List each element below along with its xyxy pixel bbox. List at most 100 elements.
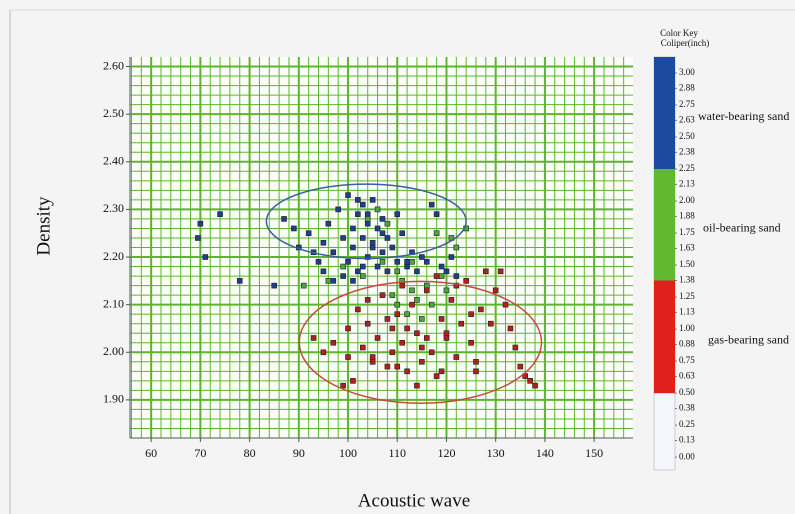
scatter-point: [384, 316, 391, 322]
y-tick-label: 2.60: [103, 58, 124, 72]
scatter-point: [409, 301, 415, 308]
scatter-point: [414, 382, 420, 389]
scatter-point: [448, 254, 455, 260]
scatter-point: [443, 268, 450, 275]
scatter-point: [433, 373, 440, 379]
color-key-tick-label: 2.63: [679, 114, 695, 124]
scatter-point: [330, 339, 337, 346]
color-key-tick-label: 2.13: [679, 178, 695, 188]
scatter-point: [399, 230, 405, 237]
scatter-point: [389, 244, 396, 251]
y-tick-label: 2.30: [103, 201, 124, 215]
scatter-point: [428, 201, 435, 208]
scatter-point: [364, 211, 371, 217]
scatter-point: [359, 263, 366, 270]
scatter-point: [315, 258, 322, 265]
color-key-tick-label: 0.63: [679, 371, 695, 381]
scatter-point: [374, 263, 381, 270]
scatter-point: [419, 344, 425, 351]
scatter-point: [443, 287, 450, 294]
color-key-tick-label: 1.50: [679, 259, 695, 269]
scatter-point: [517, 363, 524, 370]
x-tick-label: 60: [145, 446, 157, 460]
scatter-point: [399, 282, 405, 289]
color-key-tick-label: 3.00: [679, 67, 695, 77]
scatter-point: [291, 225, 297, 232]
scatter-point: [404, 263, 410, 270]
scatter-point: [355, 211, 361, 217]
x-tick-label: 150: [585, 446, 603, 460]
scatter-point: [345, 258, 351, 265]
color-key-tick-label: 1.63: [679, 243, 695, 253]
scatter-point: [345, 354, 351, 360]
color-key-tick-label: 0.13: [679, 435, 695, 445]
x-tick-label: 140: [536, 446, 554, 460]
scatter-point: [384, 235, 391, 241]
color-key-subtitle: Coliper(inch): [661, 38, 710, 48]
scatter-point: [195, 235, 201, 241]
legend-label: gas-bearing sand: [708, 333, 789, 347]
y-tick-label: 2.10: [103, 296, 124, 310]
scatter-point: [423, 258, 430, 265]
scatter-point: [443, 330, 450, 337]
scatter-point: [414, 268, 420, 275]
scatter-point: [350, 225, 356, 232]
scatter-point: [202, 254, 209, 260]
scatter-point: [433, 211, 440, 217]
scatter-point: [369, 239, 376, 246]
scatter-point: [428, 301, 435, 308]
scatter-point: [340, 382, 346, 389]
scatter-point: [438, 273, 445, 279]
y-axis-title: Density: [33, 196, 54, 256]
color-key-tick-label: 2.50: [679, 131, 695, 141]
scatter-point: [355, 306, 361, 313]
color-key-tick-label: 1.88: [679, 210, 695, 220]
scatter-point: [404, 311, 410, 317]
color-key-tick-label: 1.38: [679, 275, 695, 285]
scatter-point: [364, 320, 371, 327]
scatter-point: [335, 206, 341, 213]
scatter-point: [468, 311, 474, 317]
scatter-point: [325, 278, 332, 284]
scatter-point: [325, 220, 332, 227]
scatter-point: [355, 268, 361, 275]
scatter-point: [423, 282, 430, 289]
scatter-point: [271, 282, 278, 289]
scatter-point: [478, 306, 484, 313]
scatter-point: [369, 197, 376, 203]
scatter-point: [320, 268, 327, 275]
color-key-tick-label: 1.75: [679, 227, 695, 237]
scatter-point: [369, 354, 376, 360]
y-tick-label: 1.90: [103, 392, 124, 406]
scatter-point: [359, 344, 366, 351]
y-tick-label: 2.20: [103, 249, 124, 263]
x-tick-label: 130: [487, 446, 505, 460]
color-key-tick-label: 2.25: [679, 163, 695, 173]
color-key-tick-label: 0.38: [679, 403, 695, 413]
scatter-point: [473, 368, 479, 375]
scatter-point: [483, 268, 489, 275]
x-tick-label: 110: [388, 446, 406, 460]
scatter-point: [379, 258, 386, 265]
annotation-ellipse: [265, 183, 467, 260]
scatter-point: [340, 235, 346, 241]
scatter-point: [502, 301, 509, 308]
color-key-title: Color Key: [660, 28, 698, 38]
scatter-point: [320, 349, 327, 356]
scatter-point: [364, 220, 371, 227]
scatter-point: [305, 230, 312, 237]
legend-label: water-bearing sand: [698, 109, 789, 123]
scatter-point: [507, 325, 514, 332]
scatter-point: [364, 216, 371, 222]
scatter-point: [345, 325, 351, 332]
scatter-point: [394, 311, 401, 317]
x-axis-title: Acoustic wave: [358, 490, 470, 511]
scatter-point: [320, 239, 327, 246]
y-tick-label: 2.40: [103, 154, 124, 168]
scatter-point: [389, 325, 396, 332]
scatter-point: [433, 273, 440, 279]
color-key-tick-label: 2.38: [679, 146, 695, 156]
scatter-point: [394, 301, 401, 308]
scatter-point: [409, 258, 415, 265]
